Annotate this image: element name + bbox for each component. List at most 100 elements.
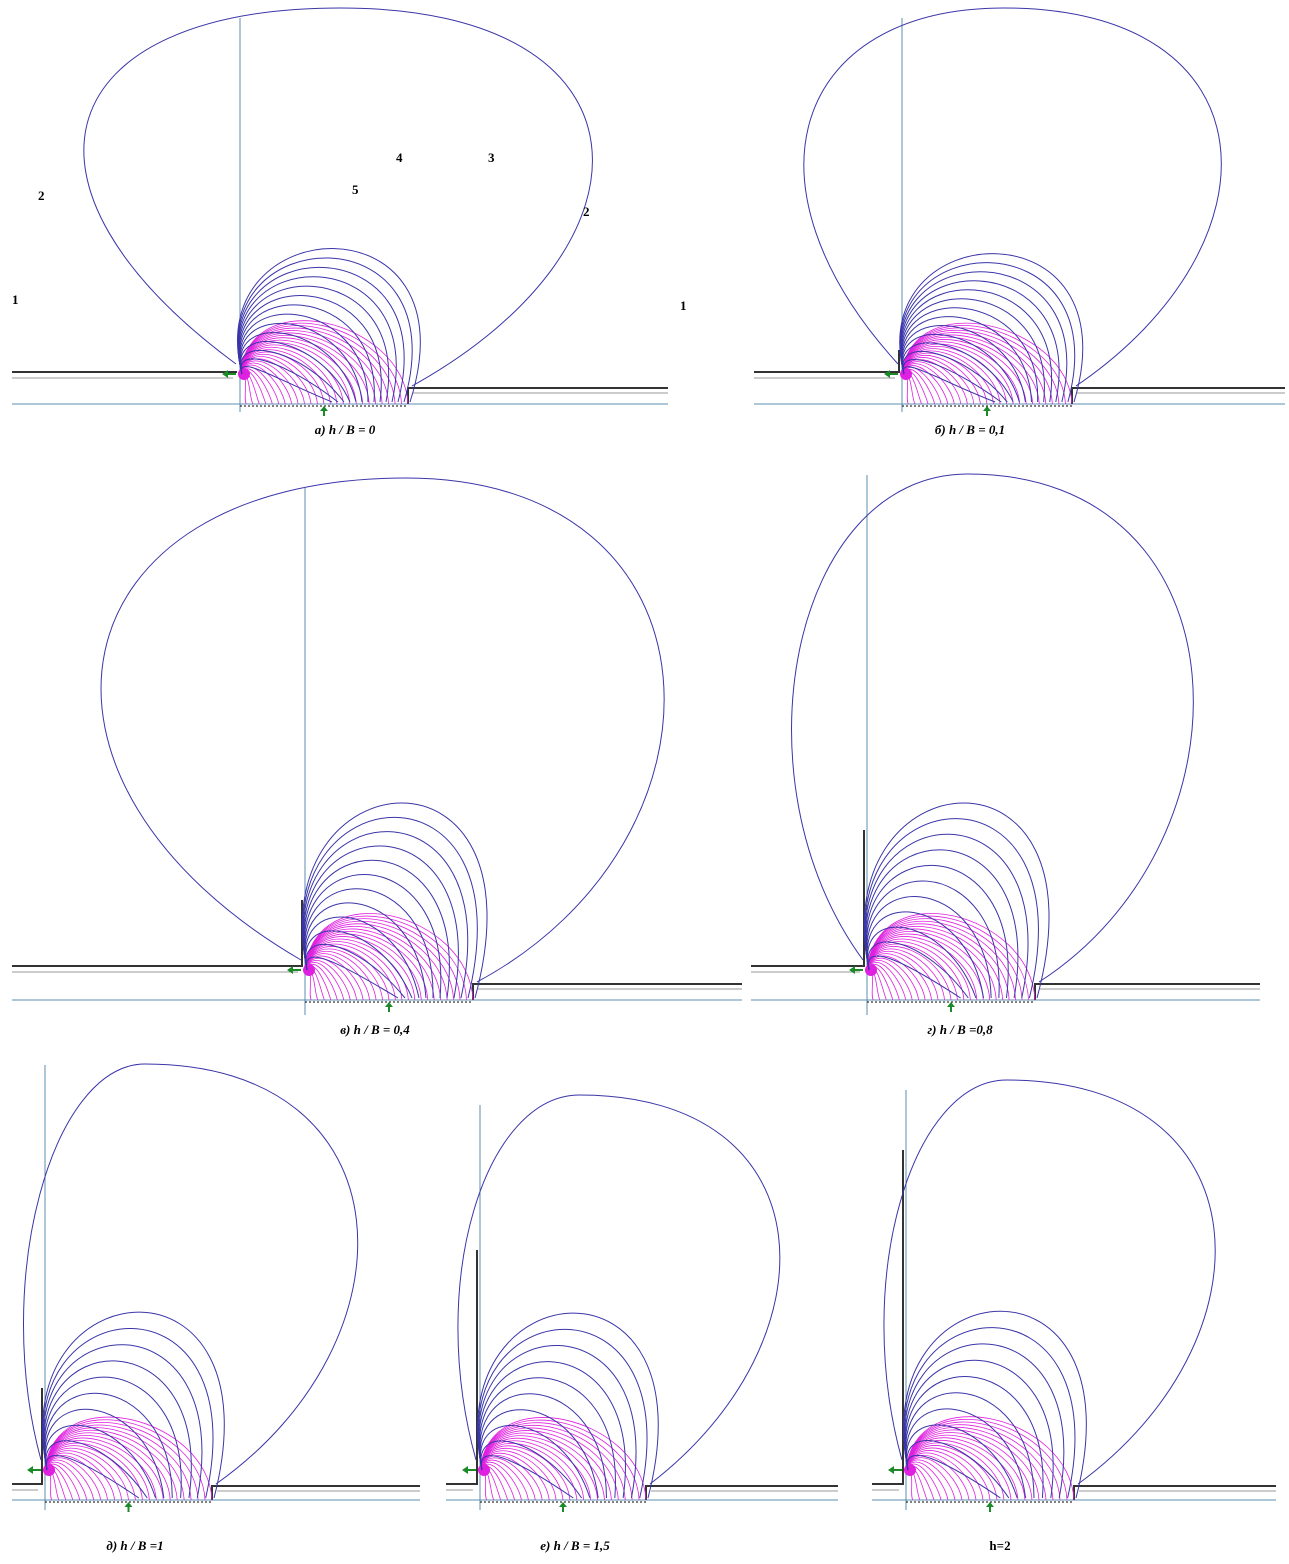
inner-field-line [866, 943, 958, 1001]
outer-field-line [240, 358, 339, 403]
outer-field-line [305, 930, 413, 999]
panel-g-plot [751, 473, 1260, 1015]
caption-v: в) h / B = 0,4 [340, 1022, 410, 1037]
inner-field-line [239, 358, 306, 405]
inner-field-line [239, 332, 377, 405]
inner-field-line [304, 931, 429, 1001]
left-wall [12, 1388, 43, 1485]
inner-field-line [304, 955, 364, 1001]
outer-field-line [238, 276, 397, 403]
outer-field-line [240, 350, 345, 403]
inner-field-line [905, 1427, 1047, 1501]
outer-field-line [899, 262, 1076, 403]
outer-field-line [304, 888, 434, 999]
inner-field-line [239, 339, 357, 405]
inner-field-line [304, 960, 351, 1001]
inner-field-line [905, 1450, 984, 1501]
inner-field-line [304, 957, 358, 1001]
inner-field-line [901, 346, 1008, 405]
right-wall [1073, 1485, 1276, 1500]
right-wall [407, 387, 668, 404]
outer-field-line [901, 333, 1020, 403]
inner-field-line [44, 1452, 115, 1501]
envelope-field-line [803, 7, 1222, 387]
outer-field-line [237, 257, 413, 403]
inner-field-line [905, 1437, 1019, 1501]
caption-e: е) h / B = 1,5 [540, 1538, 610, 1553]
inner-field-line [905, 1434, 1026, 1501]
outer-field-line [43, 1376, 182, 1499]
suction-arrow-head [983, 406, 991, 411]
suction-arrow-head [124, 1502, 133, 1507]
inner-field-line [866, 941, 965, 1001]
inner-field-line [304, 913, 474, 1001]
corner-hotspot [238, 368, 250, 380]
outer-field-line [44, 1392, 173, 1499]
outer-field-line [904, 1376, 1044, 1499]
inner-field-line [44, 1424, 192, 1501]
inner-field-line [866, 960, 913, 1001]
outer-field-line [239, 313, 369, 403]
outer-field-line [239, 332, 357, 403]
outer-field-line [902, 351, 1008, 403]
outer-field-line [480, 1455, 574, 1499]
caption-b: б) h / B = 0,1 [934, 422, 1006, 437]
inner-field-line [479, 1424, 626, 1501]
outer-field-line [480, 1425, 591, 1499]
inflow-arrow-head [884, 370, 890, 378]
outer-field-line [303, 859, 450, 999]
outer-field-line [902, 342, 1014, 403]
inner-field-line [901, 327, 1060, 405]
outer-field-line [867, 926, 977, 999]
outer-field-line [303, 874, 442, 999]
inner-field-line [44, 1435, 164, 1501]
inflow-arrow-head [888, 1466, 894, 1474]
outer-field-line [865, 880, 1000, 999]
inflow-arrow-head [462, 1466, 468, 1474]
inner-field-line [901, 348, 1001, 405]
right-wall [211, 1485, 420, 1500]
outer-field-line [867, 955, 961, 999]
outer-field-line [479, 1409, 599, 1499]
outer-field-line [478, 1377, 616, 1499]
outer-field-line [900, 280, 1060, 403]
outer-field-line [903, 1343, 1065, 1499]
outer-field-line [304, 916, 420, 999]
line-number-label: 5 [352, 182, 359, 197]
inner-field-line [905, 1440, 1012, 1501]
outer-field-line [302, 817, 478, 999]
inner-field-line [866, 931, 991, 1001]
outer-field-line [903, 1327, 1076, 1499]
panel-a-plot: 1 2 3 4 5 2 1 [12, 7, 687, 416]
outer-field-line [903, 366, 996, 403]
outer-field-line [902, 359, 1002, 403]
panel-v-plot [12, 477, 742, 1015]
corner-hotspot [900, 368, 912, 380]
inner-field-line [479, 1457, 536, 1501]
inner-field-line [304, 950, 377, 1001]
inner-field-line [866, 950, 939, 1001]
outer-field-line [239, 304, 375, 403]
inner-field-line [901, 334, 1040, 405]
outer-field-line [906, 1440, 1010, 1499]
line-number-label: 2 [38, 188, 45, 203]
outer-field-line [304, 902, 427, 999]
outer-field-line [42, 1344, 203, 1499]
caption-g: г) h / B =0,8 [927, 1022, 993, 1037]
outer-field-line [477, 1345, 637, 1499]
panel-b-plot [754, 7, 1285, 416]
panel-a: 1 2 3 4 5 2 1 a) h / B = 0 [0, 0, 700, 460]
suction-arrow-head [559, 1502, 567, 1507]
inflow-arrow-head [849, 966, 855, 974]
outer-field-line [899, 253, 1084, 403]
outer-field-line [899, 271, 1068, 403]
outer-field-line [867, 941, 969, 999]
inner-field-line [44, 1440, 150, 1501]
inner-field-line [866, 948, 945, 1001]
inner-field-line [866, 926, 1004, 1001]
line-number-label: 1 [12, 292, 19, 307]
panel-h: h=2 [860, 1060, 1289, 1564]
inner-field-line [479, 1459, 529, 1501]
right-wall [645, 1485, 838, 1500]
outer-field-line [302, 831, 469, 999]
